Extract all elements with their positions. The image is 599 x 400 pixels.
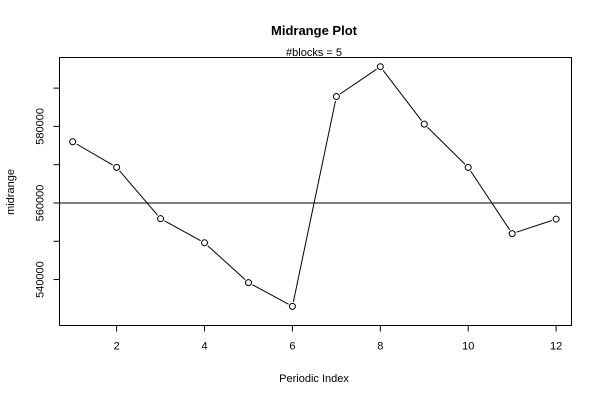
series-segment (76, 143, 113, 166)
x-tick-label: 2 (114, 341, 120, 353)
data-point (420, 120, 428, 128)
series-segment (164, 220, 201, 242)
series-segment (252, 284, 289, 305)
data-point (376, 63, 384, 71)
data-point (113, 163, 121, 171)
data-point (508, 230, 516, 238)
y-axis-label: midrange (5, 169, 17, 215)
series-segment (339, 68, 377, 95)
data-point (201, 239, 209, 247)
series-segment (382, 69, 422, 121)
chart-subtitle: #blocks = 5 (286, 47, 342, 59)
data-point (244, 279, 252, 287)
y-tick-label: 560000 (35, 185, 47, 222)
data-point (552, 215, 560, 223)
x-tick-label: 4 (201, 341, 207, 353)
data-point (464, 163, 472, 171)
series-segment (292, 100, 336, 303)
x-tick-label: 6 (289, 341, 295, 353)
data-point (69, 138, 77, 146)
x-tick-label: 8 (377, 341, 383, 353)
x-tick-label: 10 (462, 341, 474, 353)
series-segment (427, 126, 466, 165)
x-axis-label: Periodic Index (279, 373, 349, 385)
data-point (157, 215, 165, 223)
y-tick-label: 540000 (35, 261, 47, 298)
y-tick-label: 580000 (35, 108, 47, 145)
x-tick-label: 12 (550, 341, 562, 353)
data-point (332, 93, 340, 101)
series-segment (516, 220, 553, 233)
series-segment (207, 245, 246, 280)
chart-title: Midrange Plot (271, 23, 358, 38)
series-segment (119, 170, 159, 216)
plot-area (59, 57, 572, 326)
series-segment (470, 170, 511, 231)
data-point (288, 302, 296, 310)
